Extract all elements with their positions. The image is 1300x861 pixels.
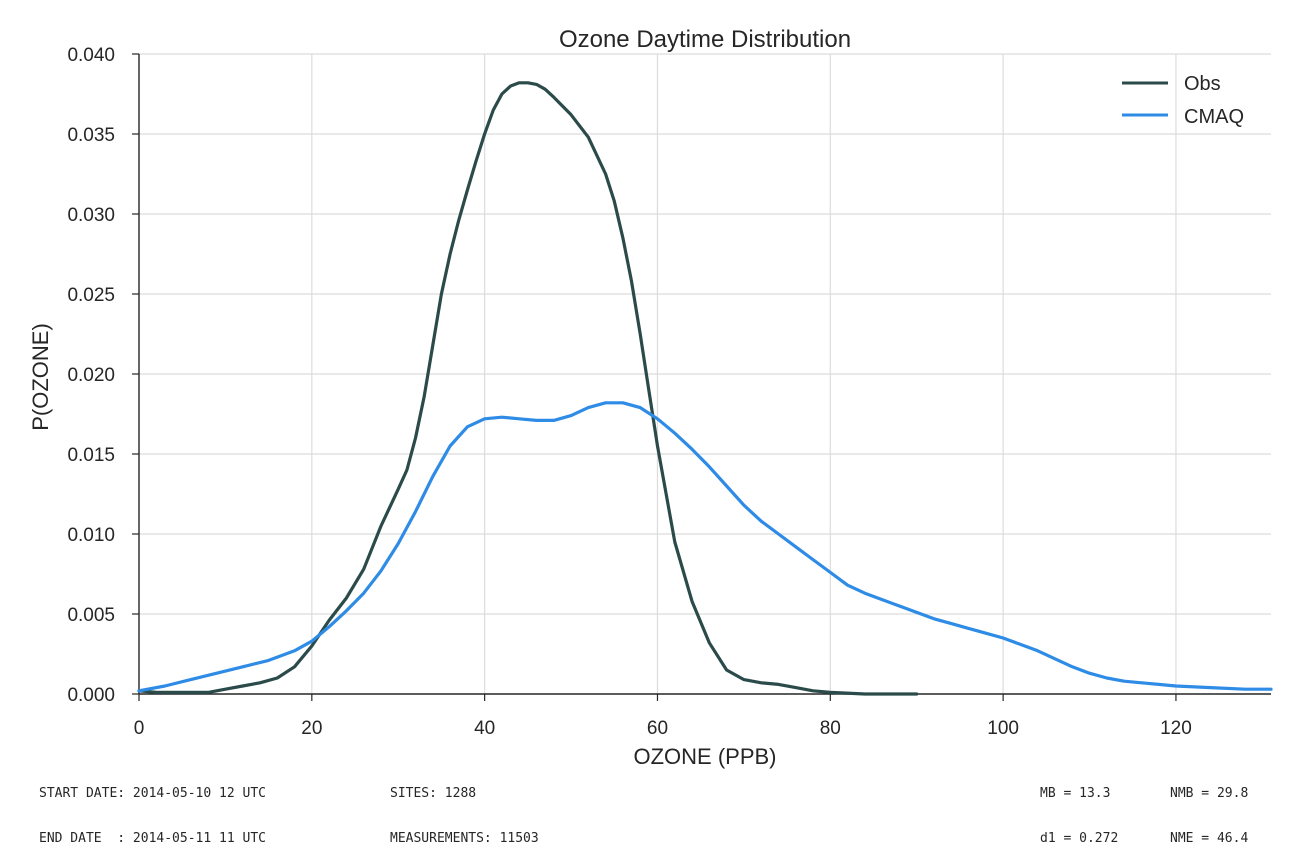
- y-tick-label: 0.000: [67, 685, 115, 706]
- mb-stat: MB = 13.3: [1040, 786, 1111, 801]
- x-tick-label: 40: [474, 718, 495, 739]
- footer-stats-right: NMB = 29.8 NME = 46.4: [1170, 756, 1248, 861]
- chart-title: Ozone Daytime Distribution: [559, 26, 851, 53]
- footer-stats-left: MB = 13.3 d1 = 0.272: [1040, 756, 1118, 861]
- measurements-count: MEASUREMENTS: 11503: [390, 831, 539, 846]
- x-tick-label: 80: [820, 718, 841, 739]
- series-lines: [137, 81, 1273, 696]
- end-date: END DATE : 2014-05-11 11 UTC: [39, 831, 266, 846]
- x-tick-labels: 0 20 40 60 80 100 120: [134, 718, 1192, 739]
- x-tick-label: 20: [301, 718, 322, 739]
- nmb-stat: NMB = 29.8: [1170, 786, 1249, 801]
- start-date: START DATE: 2014-05-10 12 UTC: [39, 786, 266, 801]
- y-tick-label: 0.015: [67, 445, 115, 466]
- legend-label-cmaq: CMAQ: [1184, 106, 1244, 128]
- nme-stat: NME = 46.4: [1170, 831, 1249, 846]
- y-tick-labels: 0.000 0.005 0.010 0.015 0.020 0.025 0.030 0.035…: [67, 45, 115, 706]
- ozone-distribution-chart: 0 20 40 60 80 100 120 0.000 0.005 0.010 0.015 0.02…: [28, 26, 1273, 769]
- y-tick-label: 0.030: [67, 205, 115, 226]
- x-tick-label: 0: [134, 718, 145, 739]
- y-tick-label: 0.020: [67, 365, 115, 386]
- x-tick-label: 60: [647, 718, 668, 739]
- series-line-obs: [137, 81, 919, 696]
- footer-dates: START DATE: 2014-05-10 12 UTC END DATE :…: [39, 756, 266, 861]
- y-tick-label: 0.005: [67, 605, 115, 626]
- d1-stat: d1 = 0.272: [1040, 831, 1119, 846]
- x-axis-title: OZONE (PPB): [633, 744, 776, 769]
- legend-label-obs: Obs: [1184, 73, 1221, 95]
- y-axis-title: P(OZONE): [28, 323, 53, 431]
- grid-lines: [139, 53, 1271, 694]
- legend: Obs CMAQ: [1122, 73, 1244, 128]
- footer-counts: SITES: 1288 MEASUREMENTS: 11503: [390, 756, 539, 861]
- axes: [132, 53, 1271, 701]
- series-line-cmaq: [137, 401, 1273, 693]
- y-tick-label: 0.040: [67, 45, 115, 66]
- x-tick-label: 120: [1160, 718, 1192, 739]
- y-tick-label: 0.025: [67, 285, 115, 306]
- x-tick-label: 100: [987, 718, 1019, 739]
- y-tick-label: 0.010: [67, 525, 115, 546]
- y-tick-label: 0.035: [67, 125, 115, 146]
- sites-count: SITES: 1288: [390, 786, 477, 801]
